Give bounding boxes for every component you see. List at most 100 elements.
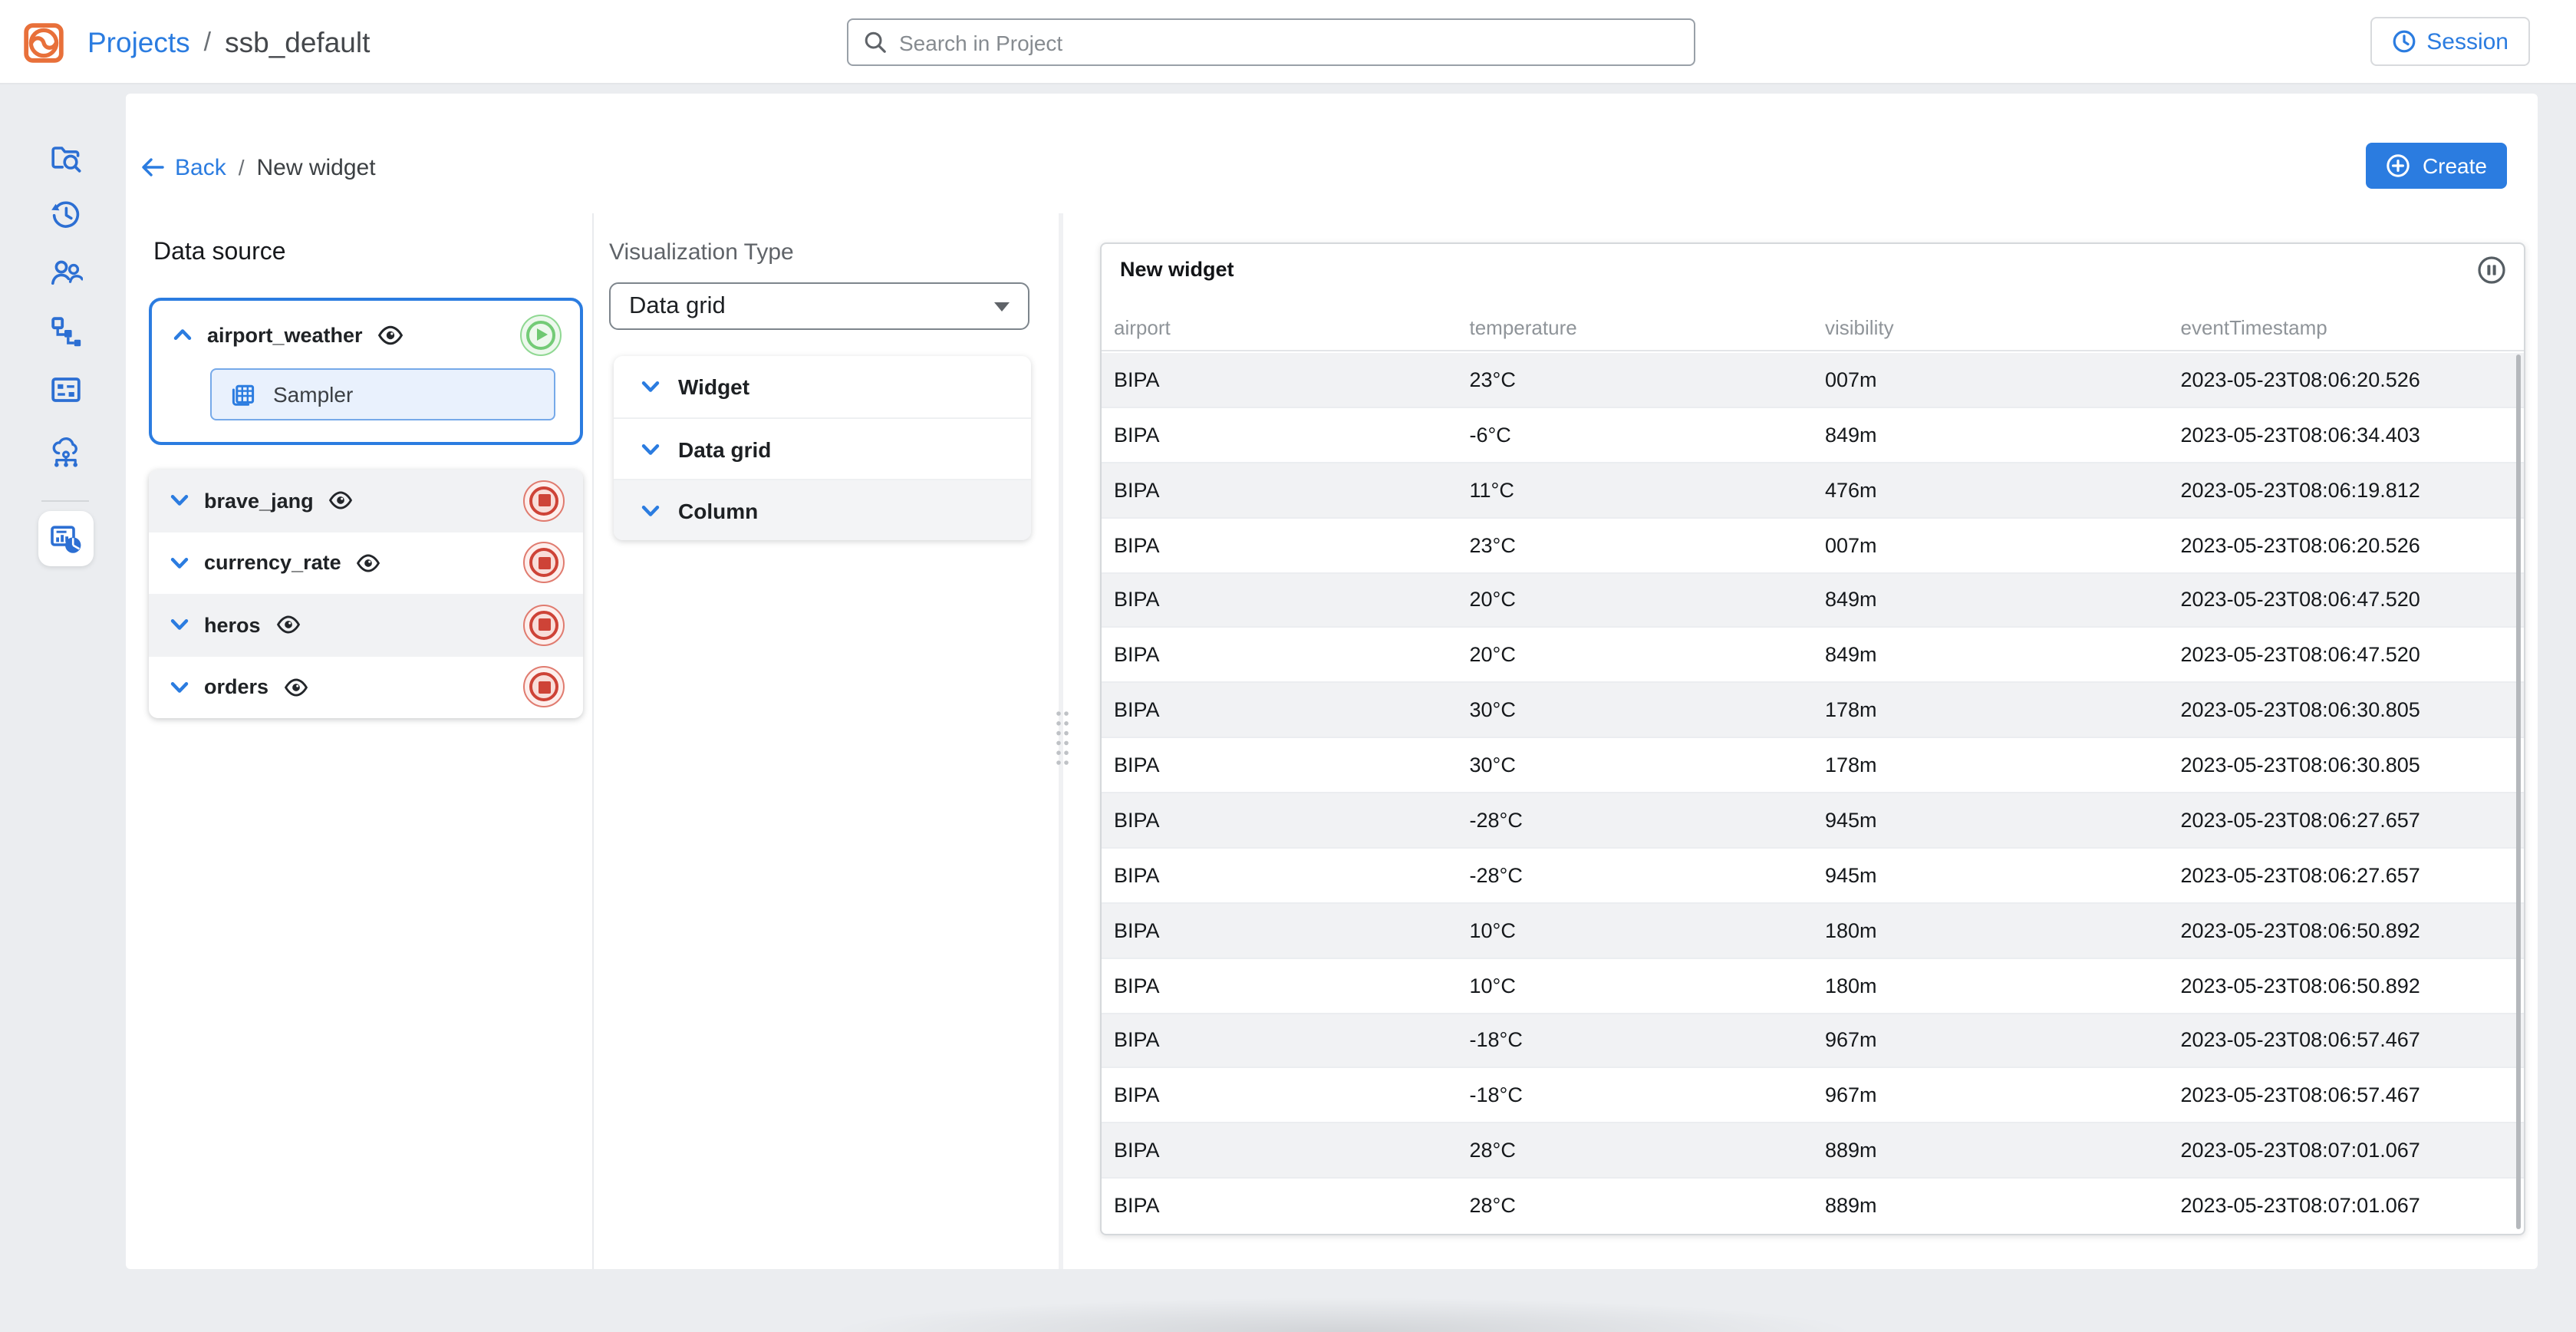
search-input[interactable] [899,30,1678,54]
visualization-section-row[interactable]: Data grid [614,417,1031,479]
chevron-down-icon[interactable] [170,495,189,507]
pause-sampling-button[interactable] [2476,255,2507,285]
visualization-section-row[interactable]: Column [614,479,1031,540]
table-row: BIPA 20°C 849m 2023-05-23T08:06:47.520 [1102,628,2524,684]
table-cell: 2023-05-23T08:06:30.805 [2180,753,2420,777]
nav-users-button[interactable] [49,256,83,290]
source-row[interactable]: brave_jang [149,470,583,532]
table-cell: 2023-05-23T08:07:01.067 [2180,1194,2420,1218]
eye-icon[interactable] [284,677,308,698]
start-sampling-button[interactable] [520,314,562,355]
nav-catalog-button[interactable] [49,373,83,407]
table-cell: 178m [1825,753,1877,777]
create-button[interactable]: Create [2365,143,2507,189]
table-cell: 2023-05-23T08:06:30.805 [2180,698,2420,722]
source-row[interactable]: orders [149,656,583,718]
widget-preview-card: New widget airport temperature visibilit… [1100,242,2525,1235]
eye-icon[interactable] [357,552,381,574]
section-label: Column [678,498,759,523]
table-cell: BIPA [1114,808,1160,832]
table-cell: BIPA [1114,643,1160,667]
column-header: airport [1114,315,1171,338]
table-row: BIPA -18°C 967m 2023-05-23T08:06:57.467 [1102,1069,2524,1124]
ssb-logo-icon [24,22,64,62]
table-cell: BIPA [1114,423,1160,447]
table-cell: -6°C [1469,423,1511,447]
table-cell: BIPA [1114,1083,1160,1107]
table-cell: 476m [1825,478,1877,502]
stop-sampling-button[interactable] [523,542,565,584]
chevron-down-icon[interactable] [641,443,660,455]
project-search [847,18,1695,66]
nav-project-search-button[interactable] [49,141,83,175]
table-row: BIPA 10°C 180m 2023-05-23T08:06:50.892 [1102,958,2524,1014]
sampler-item[interactable]: Sampler [210,368,555,420]
breadcrumb-separator: / [203,27,212,56]
visualization-type-select[interactable]: Data grid [609,282,1029,330]
visualization-panel: Visualization Type Data grid Widget Data… [609,213,1039,540]
table-cell: 945m [1825,808,1877,832]
table-row: BIPA 28°C 889m 2023-05-23T08:07:01.067 [1102,1123,2524,1179]
table-cell: BIPA [1114,863,1160,887]
toolbar-separator: / [238,155,245,180]
widgets-chart-icon [51,526,81,553]
table-cell: 2023-05-23T08:06:20.526 [2180,533,2420,557]
source-row[interactable]: heros [149,594,583,656]
breadcrumb-projects-link[interactable]: Projects [87,25,190,58]
stop-circle-icon [529,610,558,640]
session-button[interactable]: Session [2370,17,2530,66]
chevron-up-icon[interactable] [173,328,192,341]
column-header: visibility [1825,315,1894,338]
source-name: orders [204,675,269,699]
table-cell: 180m [1825,918,1877,942]
sampler-label: Sampler [273,382,354,407]
eye-icon[interactable] [378,323,404,346]
chevron-down-icon[interactable] [641,504,660,516]
source-row[interactable]: currency_rate [149,532,583,594]
stop-sampling-button[interactable] [523,666,565,708]
table-scrollbar[interactable] [2516,354,2521,1229]
table-row: BIPA 23°C 007m 2023-05-23T08:06:20.526 [1102,518,2524,573]
table-cell: 10°C [1469,974,1516,997]
nav-history-button[interactable] [49,198,83,232]
rail-divider [41,500,89,502]
bottom-shadow [614,1283,2071,1332]
table-cell: 849m [1825,643,1877,667]
nav-widgets-button-active[interactable] [38,511,94,566]
table-cell: BIPA [1114,753,1160,777]
pause-circle-icon [2478,256,2505,284]
source-list: brave_jang currency_rate heros [149,470,583,718]
history-icon [51,201,80,228]
table-cell: BIPA [1114,974,1160,997]
plus-circle-icon [2387,154,2410,177]
table-cell: 967m [1825,1083,1877,1107]
table-row: BIPA 20°C 849m 2023-05-23T08:06:47.520 [1102,573,2524,628]
table-cell: -18°C [1469,1083,1523,1107]
chevron-down-icon[interactable] [170,557,189,569]
table-body: BIPA 23°C 007m 2023-05-23T08:06:20.526 B… [1102,353,2524,1232]
chevron-down-icon[interactable] [170,619,189,631]
eye-icon[interactable] [276,615,301,636]
nav-cloud-connections-button[interactable] [49,434,83,468]
visualization-type-value: Data grid [629,292,726,318]
caret-down-icon [994,302,1010,311]
breadcrumb-current-project: ssb_default [225,25,371,58]
breadcrumb: Projects / ssb_default [87,25,370,59]
nav-job-lineage-button[interactable] [49,315,83,348]
job-lineage-icon [51,317,81,347]
stop-sampling-button[interactable] [523,604,565,646]
table-cell: 2023-05-23T08:06:27.657 [2180,808,2420,832]
table-row: BIPA 11°C 476m 2023-05-23T08:06:19.812 [1102,463,2524,519]
table-cell: 2023-05-23T08:06:47.520 [2180,643,2420,667]
stop-sampling-button[interactable] [523,480,565,522]
visualization-section-row[interactable]: Widget [614,356,1031,417]
panel-resize-handle[interactable] [1052,213,1074,1269]
source-header-row[interactable]: airport_weather [152,301,580,368]
chevron-down-icon[interactable] [170,681,189,694]
chevron-down-icon[interactable] [641,381,660,393]
table-cell: BIPA [1114,368,1160,391]
data-source-heading: Data source [153,239,286,265]
data-source-panel: Data source airport_weather [149,213,594,718]
back-link[interactable]: Back [141,154,226,180]
eye-icon[interactable] [329,490,354,512]
